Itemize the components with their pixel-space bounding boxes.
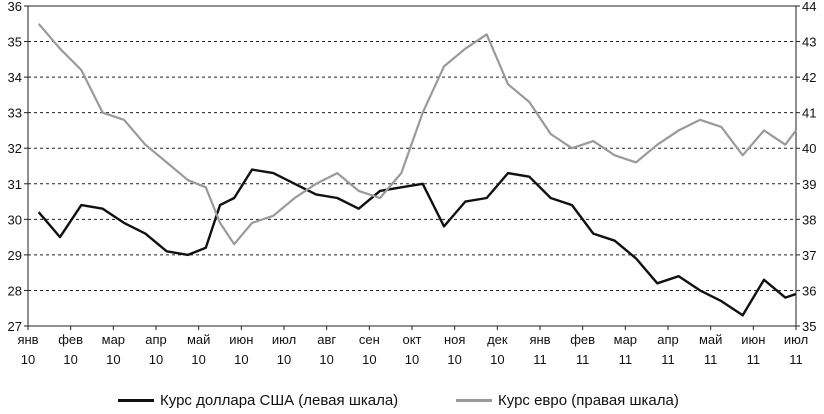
x-tick-month: ноя — [444, 332, 465, 347]
x-tick-year: 11 — [661, 352, 675, 367]
x-tick-year: 10 — [490, 352, 504, 367]
x-tick-month: май — [187, 332, 210, 347]
x-tick-month: июл — [784, 332, 808, 347]
x-tick-year: 10 — [234, 352, 248, 367]
y-right-tick-label: 39 — [802, 177, 816, 192]
y-axis-right-ticks: 35 36 37 38 39 40 41 42 43 44 — [796, 0, 816, 334]
x-tick-year: 10 — [405, 352, 419, 367]
x-tick-year: 11 — [704, 352, 718, 367]
x-tick-year: 10 — [319, 352, 333, 367]
x-tick-month: янв — [529, 332, 550, 347]
legend: Курс доллара США (левая шкала) Курс евро… — [0, 388, 824, 412]
y-left-tick-label: 27 — [8, 319, 22, 334]
y-left-tick-label: 35 — [8, 35, 22, 50]
x-axis-ticks: янв 10 фев 10 мар 10 апр 10 май 10 июн 10 июл 10 авг 10… — [17, 326, 808, 367]
y-right-tick-label: 35 — [802, 319, 816, 334]
x-tick-month: июн — [741, 332, 765, 347]
y-right-tick-label: 40 — [802, 141, 816, 156]
y-right-tick-label: 42 — [802, 70, 816, 85]
x-tick-year: 11 — [789, 352, 803, 367]
legend-item-eur: Курс евро (правая шкала) — [456, 388, 679, 412]
legend-swatch-usd — [118, 398, 154, 402]
y-left-tick-label: 29 — [8, 248, 22, 263]
y-axis-left-ticks: 27 28 29 30 31 32 33 34 35 36 — [8, 0, 28, 334]
series-line-usd — [37, 168, 797, 317]
y-right-tick-label: 41 — [802, 106, 816, 121]
series-lines — [37, 23, 797, 317]
x-tick-month: янв — [17, 332, 38, 347]
legend-item-usd: Курс доллара США (левая шкала) — [118, 388, 398, 412]
x-tick-month: мар — [614, 332, 637, 347]
x-tick-month: июл — [272, 332, 296, 347]
x-tick-month: окт — [402, 332, 421, 347]
x-tick-month: апр — [657, 332, 679, 347]
legend-label-eur: Курс евро (правая шкала) — [498, 391, 679, 409]
y-right-tick-label: 38 — [802, 212, 816, 227]
x-tick-year: 10 — [191, 352, 205, 367]
legend-label-usd: Курс доллара США (левая шкала) — [160, 391, 399, 409]
x-tick-year: 11 — [619, 352, 633, 367]
y-left-tick-label: 30 — [8, 212, 22, 227]
x-tick-month: апр — [145, 332, 167, 347]
line-chart: 27 28 29 30 31 32 33 34 35 36 35 36 37 38 39 40 41 42 43 4… — [8, 0, 817, 367]
x-tick-year: 11 — [576, 352, 590, 367]
x-tick-year: 11 — [747, 352, 761, 367]
x-tick-month: авг — [317, 332, 336, 347]
x-tick-month: сен — [359, 332, 380, 347]
series-line-eur — [37, 23, 797, 246]
x-tick-year: 10 — [277, 352, 291, 367]
x-tick-year: 10 — [362, 352, 376, 367]
y-left-tick-label: 34 — [8, 70, 22, 85]
y-left-tick-label: 31 — [8, 177, 22, 192]
x-tick-month: мар — [102, 332, 125, 347]
x-tick-year: 10 — [21, 352, 35, 367]
x-tick-year: 10 — [106, 352, 120, 367]
grid-lines — [28, 41, 796, 291]
x-tick-year: 11 — [533, 352, 547, 367]
x-tick-year: 10 — [447, 352, 461, 367]
legend-swatch-eur — [456, 398, 492, 402]
y-right-tick-label: 43 — [802, 35, 816, 50]
y-left-tick-label: 32 — [8, 141, 22, 156]
y-left-tick-label: 28 — [8, 283, 22, 298]
y-right-tick-label: 37 — [802, 248, 816, 263]
y-left-tick-label: 33 — [8, 106, 22, 121]
x-tick-month: июн — [229, 332, 253, 347]
x-tick-year: 10 — [149, 352, 163, 367]
x-tick-month: май — [699, 332, 722, 347]
x-tick-month: фев — [570, 332, 595, 347]
x-tick-month: фев — [58, 332, 83, 347]
y-right-tick-label: 44 — [802, 0, 816, 14]
y-left-tick-label: 36 — [8, 0, 22, 14]
x-tick-year: 10 — [63, 352, 77, 367]
y-right-tick-label: 36 — [802, 283, 816, 298]
x-tick-month: дек — [487, 332, 508, 347]
